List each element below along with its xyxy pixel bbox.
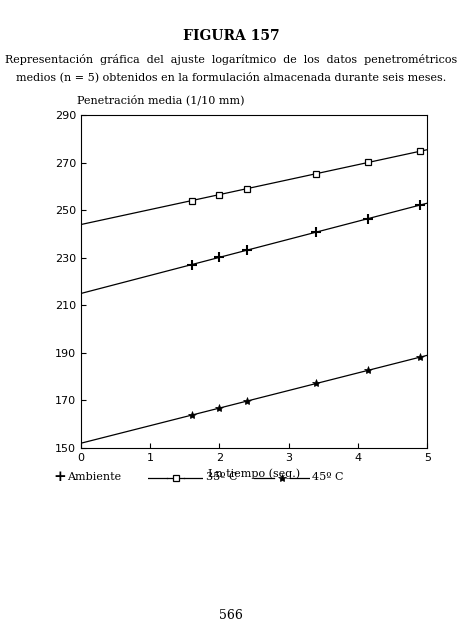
Text: 45º C: 45º C [312,472,343,482]
Text: 566: 566 [219,609,243,622]
X-axis label: Ln tiempo (seg.): Ln tiempo (seg.) [208,468,300,479]
Text: Ambiente: Ambiente [67,472,121,482]
Text: medios (n = 5) obtenidos en la formulación almacenada durante seis meses.: medios (n = 5) obtenidos en la formulaci… [16,72,446,83]
Text: 35º C: 35º C [206,472,237,482]
Text: Representación  gráfica  del  ajuste  logarítmico  de  los  datos  penetrométric: Representación gráfica del ajuste logarí… [5,54,457,65]
Text: FIGURA 157: FIGURA 157 [182,29,280,43]
Text: Penetración media (1/10 mm): Penetración media (1/10 mm) [77,95,245,105]
Text: +: + [54,470,67,484]
